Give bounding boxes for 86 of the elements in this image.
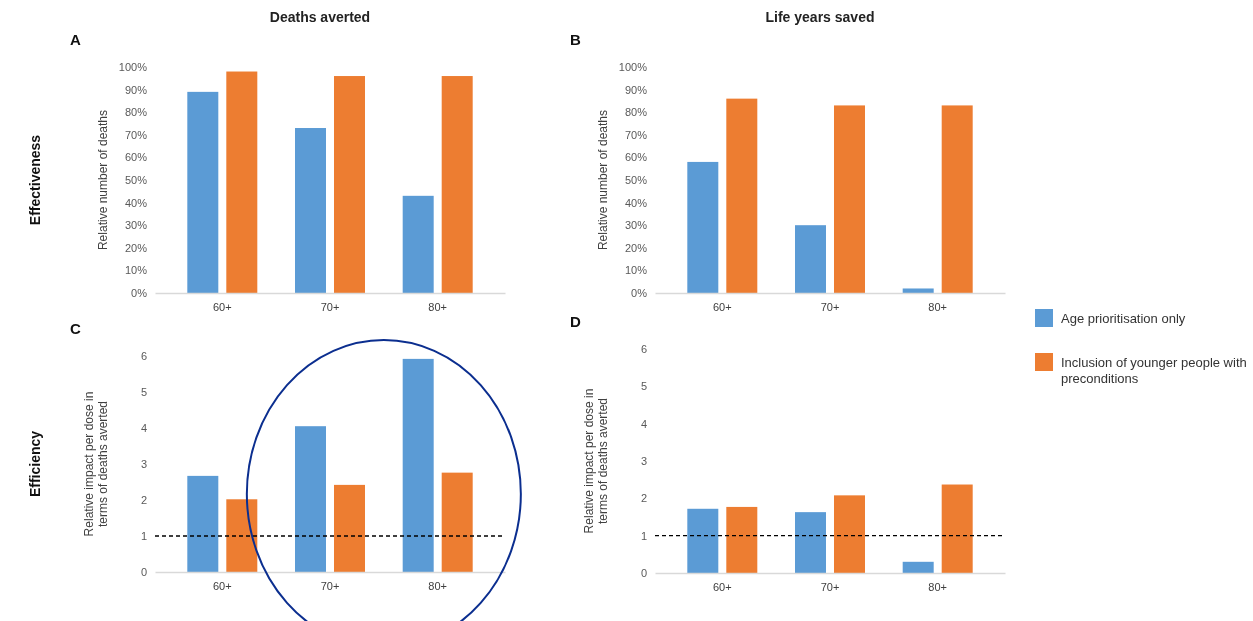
bar [834,495,865,573]
y-tick-label: 70% [624,128,648,141]
bar [726,506,758,573]
y-tick-label: 20% [124,241,148,254]
y-tick-label: 40% [624,196,648,209]
y-tick-label: 1 [140,530,147,543]
y-tick-label: 2 [640,492,647,505]
y-tick-label: 60% [624,151,648,164]
bar [402,358,434,572]
y-axis-title: Relative number of deaths [96,109,111,251]
bar [334,484,365,572]
x-tick-label: 60+ [712,580,732,593]
y-tick-label: 100% [118,61,148,74]
bar [187,475,219,572]
y-tick-label: 5 [640,380,647,393]
bar [226,71,258,293]
bar [687,161,719,293]
bar [902,288,934,293]
bar [402,195,434,293]
bar [441,76,473,293]
y-tick-label: 5 [140,386,147,399]
text: Effectiveness [27,134,43,226]
x-tick-label: 70+ [820,580,840,593]
x-tick-label: 70+ [320,579,340,592]
bar [226,499,258,572]
x-tick-label: 70+ [820,300,840,313]
y-tick-label: 70% [124,128,148,141]
y-tick-label: 10% [624,264,648,277]
bar [795,225,826,293]
y-tick-label: 0 [140,566,147,579]
x-tick-label: 60+ [212,579,232,592]
text: A [70,31,81,48]
x-tick-label: 80+ [428,579,448,592]
y-tick-label: 50% [624,174,648,187]
bar [334,76,365,293]
bar [441,472,473,572]
bar [834,105,865,293]
bar [687,508,719,573]
text: Efficiency [27,430,43,498]
y-tick-label: 0% [131,287,148,300]
y-tick-label: 90% [124,83,148,96]
y-axis-title: Relative impact per dose in terms of deaths averted [81,391,111,537]
y-tick-label: 4 [140,422,147,435]
bar [795,512,826,573]
bar [187,91,219,293]
bar [902,561,934,573]
x-tick-label: 70+ [320,300,340,313]
y-tick-label: 0% [631,287,648,300]
y-tick-label: 30% [624,219,648,232]
chart-title: Life years saved [765,9,875,25]
y-tick-label: 30% [124,219,148,232]
text: D [570,313,581,330]
y-tick-label: 1 [640,529,647,542]
y-tick-label: 4 [640,417,647,430]
y-tick-label: 80% [624,106,648,119]
y-tick-label: 40% [124,196,148,209]
x-tick-label: 60+ [212,300,232,313]
y-tick-label: 0 [640,567,647,580]
x-tick-label: 80+ [928,580,948,593]
text: B [570,31,581,48]
y-tick-label: 10% [124,264,148,277]
text: C [70,320,81,337]
y-tick-label: 6 [640,343,647,356]
legend-label: Inclusion of younger people with preconditions [1061,354,1247,387]
y-tick-label: 60% [124,151,148,164]
bar [941,484,973,573]
bar [941,105,973,293]
chart-title: Deaths averted [269,9,371,25]
x-tick-label: 80+ [928,300,948,313]
y-tick-label: 90% [624,83,648,96]
y-tick-label: 20% [624,241,648,254]
bar [295,426,326,572]
y-tick-label: 2 [140,494,147,507]
x-tick-label: 60+ [712,300,732,313]
legend-label: Age prioritisation only [1061,310,1186,326]
bar [295,128,326,293]
y-tick-label: 3 [640,455,647,468]
y-axis-title: Relative impact per dose in terms of deaths averted [581,388,611,534]
y-tick-label: 100% [618,61,648,74]
y-tick-label: 50% [124,174,148,187]
y-tick-label: 3 [140,458,147,471]
y-tick-label: 6 [140,350,147,363]
y-axis-title: Relative number of deaths [596,109,611,251]
bar [726,98,758,293]
x-tick-label: 80+ [428,300,448,313]
y-tick-label: 80% [124,106,148,119]
